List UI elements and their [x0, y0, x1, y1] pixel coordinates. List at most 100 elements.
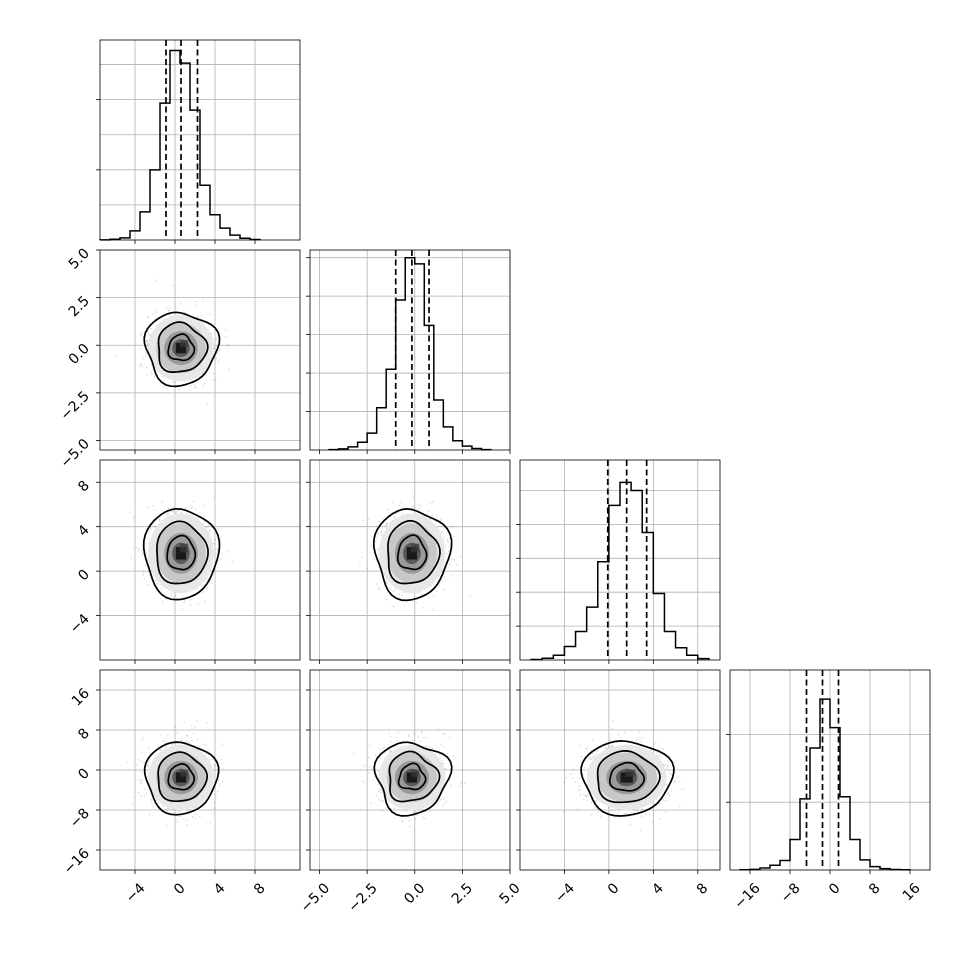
sample-point	[162, 375, 164, 378]
sample-point	[147, 558, 149, 561]
sample-point	[141, 554, 144, 557]
sample-point	[391, 501, 394, 504]
sample-point	[448, 537, 451, 540]
sample-point	[393, 807, 396, 810]
contour-level-3	[143, 311, 221, 388]
histogram-step-line	[328, 256, 492, 451]
sample-point	[160, 587, 163, 590]
sample-point	[142, 357, 145, 360]
sample-point	[193, 384, 196, 386]
sample-point	[158, 518, 160, 521]
sample-point	[155, 279, 158, 282]
sample-point	[140, 795, 142, 797]
sample-point	[641, 808, 644, 810]
sample-point	[414, 811, 417, 813]
sample-point	[194, 813, 197, 815]
sample-point	[154, 525, 157, 528]
sample-point	[450, 574, 453, 577]
sample-point	[389, 749, 391, 751]
sample-point	[189, 504, 192, 507]
sample-point	[380, 534, 383, 536]
axes-frame	[99, 669, 301, 871]
sample-point	[219, 348, 222, 351]
sample-point	[206, 721, 209, 724]
sample-point	[172, 284, 174, 287]
sample-point	[379, 757, 382, 759]
sample-point	[146, 340, 149, 343]
sample-point	[445, 552, 448, 555]
sample-point	[162, 740, 164, 742]
sample-point	[169, 307, 171, 310]
sample-point	[137, 758, 140, 761]
sample-point	[398, 504, 401, 507]
sample-point	[213, 802, 216, 804]
sample-point	[126, 761, 129, 764]
sample-point	[140, 331, 143, 334]
sample-point	[400, 503, 403, 505]
sample-point	[130, 557, 132, 559]
sample-point	[147, 330, 149, 333]
sample-point	[458, 785, 461, 788]
sample-point	[429, 502, 432, 504]
sample-point	[224, 328, 227, 331]
sample-point	[146, 316, 149, 319]
sample-point	[670, 774, 673, 776]
sample-point	[448, 779, 451, 782]
sample-point	[115, 354, 118, 357]
sample-point	[168, 514, 171, 516]
density-peak-shade	[411, 543, 420, 553]
sample-point	[439, 756, 442, 759]
sample-point	[184, 507, 187, 510]
sample-point	[228, 368, 231, 371]
sample-point	[666, 767, 669, 769]
sample-point	[151, 373, 153, 376]
sample-point	[368, 745, 371, 747]
sample-point	[377, 791, 379, 793]
sample-point	[167, 734, 169, 736]
sample-point	[170, 592, 173, 595]
sample-point	[154, 509, 157, 512]
sample-point	[420, 730, 423, 733]
sample-point	[381, 809, 384, 812]
sample-point	[217, 360, 220, 363]
sample-point	[382, 800, 384, 802]
sample-point	[132, 516, 135, 519]
sample-point	[400, 820, 403, 823]
sample-point	[202, 743, 205, 746]
density-peak	[175, 772, 187, 783]
sample-point	[463, 782, 466, 784]
sample-point	[180, 739, 183, 742]
sample-point	[574, 781, 577, 784]
sample-point	[148, 574, 150, 577]
sample-point	[144, 788, 146, 791]
sample-point	[226, 344, 229, 346]
sample-point	[444, 767, 447, 770]
sample-point	[147, 765, 150, 768]
sample-point	[414, 818, 417, 820]
sample-point	[150, 798, 153, 801]
sample-point	[209, 528, 212, 531]
sample-point	[128, 511, 131, 514]
sample-point	[378, 790, 380, 792]
density-peak	[406, 772, 418, 783]
sample-point	[150, 371, 152, 374]
sample-point	[146, 315, 149, 318]
sample-point	[385, 523, 388, 526]
sample-point	[180, 511, 183, 514]
sample-point	[141, 751, 144, 753]
sample-point	[228, 344, 230, 347]
sample-point	[457, 575, 460, 577]
sample-point	[163, 742, 166, 745]
sample-point	[392, 590, 395, 592]
sample-point	[376, 783, 379, 786]
histogram-panel-2	[306, 249, 511, 454]
sample-point	[179, 815, 182, 818]
sample-point	[425, 745, 428, 747]
sample-point	[392, 605, 395, 608]
sample-point	[181, 608, 184, 611]
sample-point	[140, 333, 143, 336]
sample-point	[417, 736, 419, 739]
sample-point	[441, 530, 444, 533]
contour-level-1	[166, 534, 197, 571]
axes-frame	[729, 669, 931, 871]
